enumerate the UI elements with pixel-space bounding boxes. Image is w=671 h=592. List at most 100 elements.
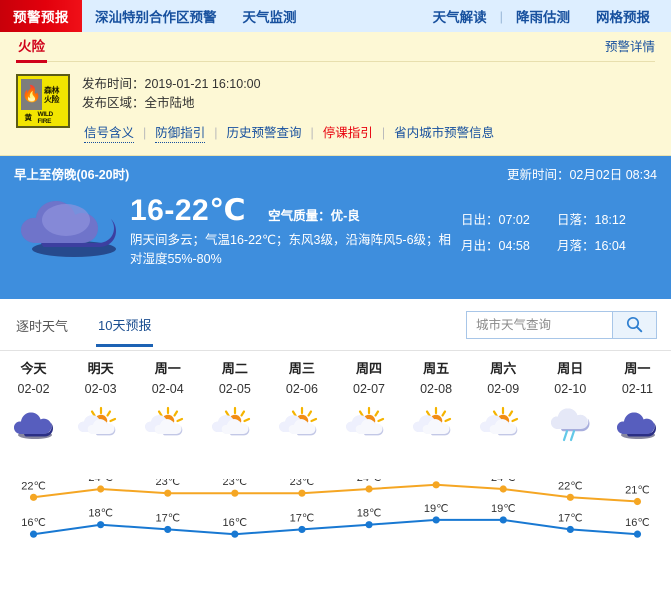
nav-item-weather-monitor[interactable]: 天气监测 <box>230 0 310 32</box>
chart-point <box>97 485 105 493</box>
wildfire-icon-cn-text: 森林火险 <box>44 79 65 110</box>
chart-point-label: 17℃ <box>290 512 315 524</box>
alert-header: 火险 预警详情 <box>16 32 655 63</box>
chart-point-label: 22℃ <box>21 480 46 492</box>
tab-10day-forecast[interactable]: 10天预报 <box>96 315 154 347</box>
forecast-date-label: 02-04 <box>151 382 184 396</box>
weather-summary-panel: 早上至傍晚(06-20时) 更新时间：02月02日 08:34 16-22℃ 空… <box>0 156 671 299</box>
forecast-weather-icon-cell <box>134 403 201 447</box>
forecast-tabs-bar: 逐时天气 10天预报 <box>0 299 671 351</box>
alert-detail-link[interactable]: 预警详情 <box>605 36 655 61</box>
chart-line <box>33 518 638 536</box>
chart-point-label: 17℃ <box>155 512 180 524</box>
forecast-weather-icon-cell <box>335 403 402 447</box>
chart-point-label: 23℃ <box>155 479 180 488</box>
forecast-weather-icon-cell <box>201 403 268 447</box>
chart-point <box>499 516 507 524</box>
chart-point <box>566 525 574 534</box>
chart-point <box>432 516 440 524</box>
nav-item-alert-forecast[interactable]: 预警预报 <box>0 0 82 32</box>
summary-description: 阴天间多云；气温16-22℃；东风3级，沿海阵风5-6级；相对湿度55%-80% <box>130 233 452 266</box>
city-search-box <box>466 310 657 339</box>
summary-period-label: 早上至傍晚(06-20时) <box>14 168 130 182</box>
forecast-weather-icon-cell <box>268 403 335 447</box>
moonset-time: 月落：16:04 <box>557 239 626 253</box>
link-divider: | <box>381 125 386 140</box>
tab-hourly-weather-label: 逐时天气 <box>16 319 69 334</box>
chart-point-label: 17℃ <box>558 512 583 524</box>
nav-item-shenshan-alert-label: 深汕特别合作区预警 <box>95 10 217 25</box>
alert-tab-fire-risk[interactable]: 火险 <box>16 35 47 63</box>
nav-item-shenshan-alert[interactable]: 深汕特别合作区预警 <box>82 0 230 32</box>
link-history-query[interactable]: 历史预警查询 <box>226 126 302 140</box>
chart-point <box>566 493 574 501</box>
chart-point <box>164 489 172 497</box>
forecast-day-column[interactable]: 周三 02-06 <box>268 359 335 399</box>
forecast-day-column[interactable]: 周一 02-04 <box>134 359 201 399</box>
forecast-day-column[interactable]: 周四 02-07 <box>335 359 402 399</box>
search-button[interactable] <box>612 311 656 338</box>
forecast-date-label: 02-02 <box>17 382 50 396</box>
forecast-date-label: 02-07 <box>353 382 385 396</box>
alert-detail-link-label: 预警详情 <box>604 40 655 54</box>
forecast-day-label: 周二 <box>221 361 248 376</box>
tab-hourly-weather[interactable]: 逐时天气 <box>14 316 70 345</box>
link-divider: | <box>310 125 314 140</box>
alert-body: 🔥 森林火险 黄 WILD FIRE 发布时间：2019-01-21 16:10… <box>16 62 655 143</box>
forecast-day-headers: 今天 02-02 明天 02-03 周一 02-04 周二 02-05 周三 02-06 周四 02-… <box>0 351 671 399</box>
link-divider: | <box>214 125 218 140</box>
chart-point <box>365 521 373 529</box>
link-class-suspension-guide[interactable]: 停课指引 <box>322 126 373 140</box>
forecast-day-column[interactable]: 今天 02-02 <box>0 359 67 399</box>
forecast-date-label: 02-08 <box>420 382 453 396</box>
forecast-day-column[interactable]: 周六 02-09 <box>470 359 537 399</box>
tab-10day-forecast-label: 10天预报 <box>98 317 152 333</box>
nav-right-group: 天气解读 | 降雨估测 网格预报 <box>420 0 671 32</box>
top-navigation: 预警预报 深汕特别合作区预警 天气监测 天气解读 | 降雨估测 网格预报 <box>0 0 671 32</box>
sunny-cloudy-icon <box>480 406 519 436</box>
nav-item-grid-forecast[interactable]: 网格预报 <box>583 6 663 26</box>
wildfire-warning-icon: 🔥 森林火险 黄 WILD FIRE <box>16 74 70 128</box>
forecast-date-label: 02-09 <box>487 382 520 396</box>
link-defense-guide[interactable]: 防御指引 <box>155 122 206 143</box>
forecast-date-label: 02-05 <box>218 382 251 396</box>
link-signal-meaning[interactable]: 信号含义 <box>84 122 135 143</box>
sunny-cloudy-icon <box>77 406 116 436</box>
summary-update-time: 更新时间：02月02日 08:34 <box>506 168 657 182</box>
chart-line <box>33 483 638 503</box>
nav-item-rain-estimate[interactable]: 降雨估测 <box>503 6 583 26</box>
sunset-time: 日落：18:12 <box>557 213 626 227</box>
rain-icon <box>551 408 590 442</box>
chart-point <box>231 489 239 497</box>
link-divider: | <box>143 125 147 140</box>
summary-temp-row: 16-22℃ 空气质量：优-良 <box>130 193 461 228</box>
search-input[interactable] <box>467 311 612 338</box>
chart-point-label: 19℃ <box>424 503 449 515</box>
summary-center-block: 16-22℃ 空气质量：优-良 阴天间多云；气温16-22℃；东风3级，沿海阵风… <box>130 187 461 269</box>
forecast-day-column[interactable]: 周一 02-11 <box>604 359 671 399</box>
forecast-day-column[interactable]: 周二 02-05 <box>201 359 268 399</box>
forecast-day-column[interactable]: 明天 02-03 <box>67 359 134 399</box>
wildfire-level-label: 黄 <box>21 112 36 123</box>
nav-item-weather-analysis[interactable]: 天气解读 <box>420 6 500 26</box>
forecast-day-label: 周日 <box>557 361 584 376</box>
forecast-day-column[interactable]: 周五 02-08 <box>403 359 470 399</box>
nav-item-alert-forecast-label: 预警预报 <box>13 10 69 25</box>
alert-issue-time: 发布时间：2019-01-21 16:10:00 <box>82 77 261 91</box>
wildfire-icon-bottom: 黄 WILD FIRE <box>21 111 65 125</box>
chart-point-label: 16℃ <box>223 517 248 529</box>
alert-tab-fire-risk-label: 火险 <box>18 39 45 54</box>
summary-temperature-range: 16-22℃ <box>130 194 247 227</box>
forecast-weather-icon-cell <box>0 403 67 447</box>
chart-point <box>298 489 306 497</box>
forecast-weather-icon-cell <box>403 403 470 447</box>
moonrise-time: 月出：04:58 <box>461 239 530 253</box>
forecast-date-label: 02-06 <box>285 382 318 396</box>
forecast-day-column[interactable]: 周日 02-10 <box>537 359 604 399</box>
sun-moon-info: 日出：07:02 日落：18:12 月出：04:58 月落：16:04 <box>461 187 657 269</box>
overcast-icon <box>13 412 53 439</box>
link-province-city-alerts[interactable]: 省内城市预警信息 <box>394 126 495 140</box>
moonrise-moonset-row: 月出：04:58 月落：16:04 <box>461 233 657 259</box>
sunny-cloudy-icon <box>144 406 183 436</box>
